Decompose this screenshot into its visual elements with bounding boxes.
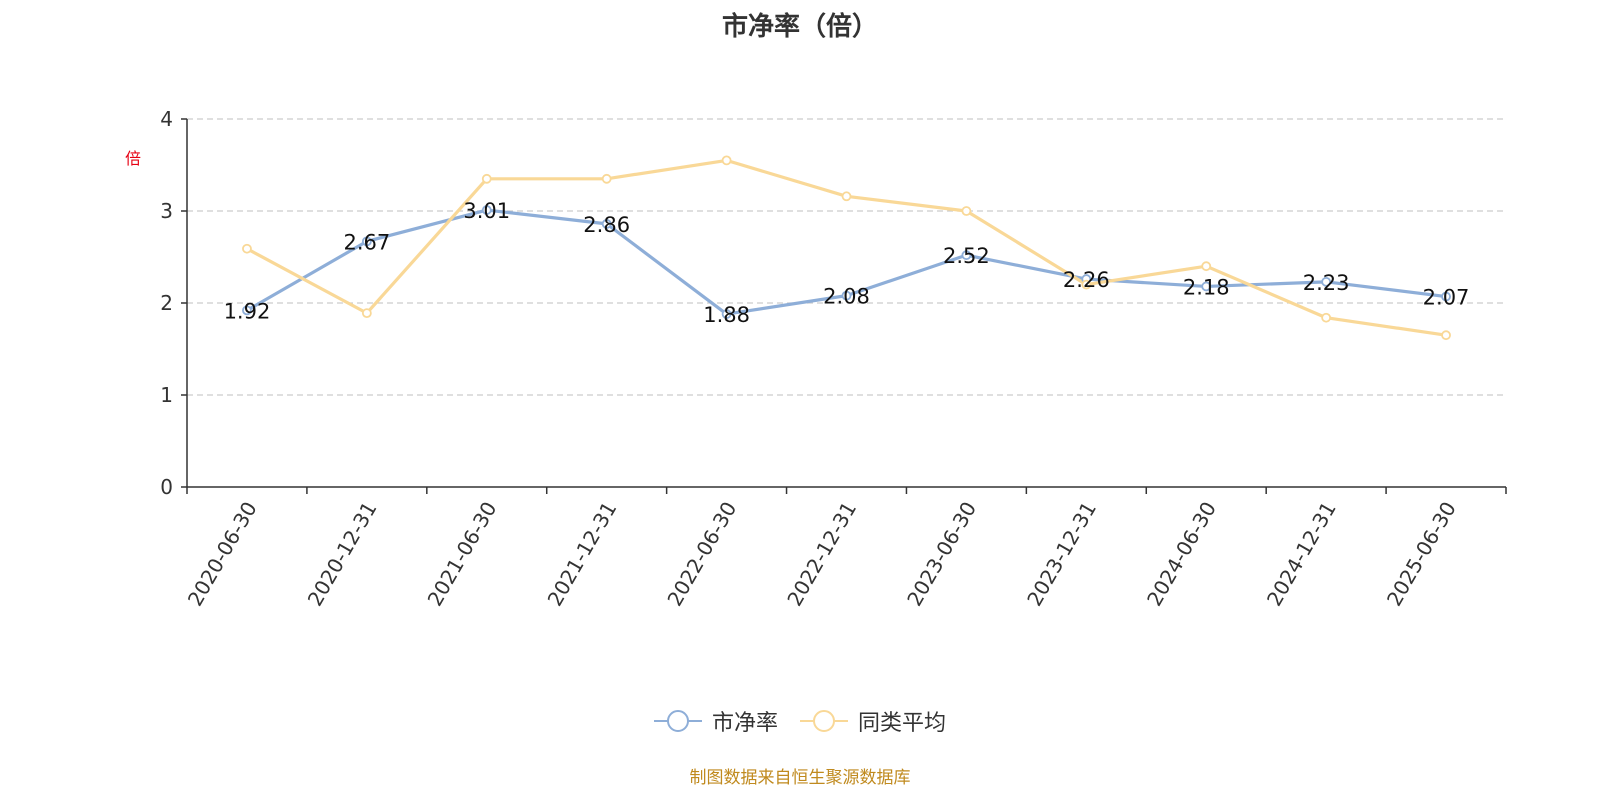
data-point-pb bbox=[1441, 291, 1451, 302]
x-tick-label: 2023-12-31 bbox=[1022, 498, 1101, 611]
data-point-pb bbox=[481, 205, 492, 215]
data-label-pb: 2.18 bbox=[1183, 275, 1230, 299]
data-point-peer-avg bbox=[481, 173, 492, 184]
x-tick-label: 2021-12-31 bbox=[543, 498, 622, 611]
legend-label-peer-avg: 同类平均 bbox=[858, 711, 947, 736]
data-point-pb bbox=[961, 250, 972, 261]
data-point-peer-avg bbox=[242, 243, 252, 254]
x-tick-label: 2020-06-30 bbox=[183, 498, 262, 611]
data-point-pb bbox=[721, 309, 732, 319]
data-point-peer-avg bbox=[721, 155, 732, 166]
x-tick-label: 2025-06-30 bbox=[1382, 498, 1461, 611]
x-tick-label: 2022-06-30 bbox=[662, 498, 741, 611]
y-tick-label: 3 bbox=[160, 199, 173, 223]
data-point-pb bbox=[1321, 276, 1332, 287]
data-label-pb: 3.01 bbox=[463, 199, 510, 223]
data-label-pb: 2.67 bbox=[343, 230, 390, 254]
series-line-peer-avg bbox=[246, 158, 1447, 337]
data-label-pb: 2.26 bbox=[1063, 268, 1110, 292]
x-tick-label: 2022-12-31 bbox=[782, 498, 861, 611]
x-tick-label: 2023-06-30 bbox=[902, 498, 981, 611]
data-point-peer-avg bbox=[1441, 330, 1451, 341]
data-point-pb bbox=[1201, 281, 1212, 292]
data-point-pb bbox=[242, 305, 252, 316]
data-point-pb bbox=[601, 218, 612, 229]
data-label-pb: 1.92 bbox=[224, 299, 271, 323]
data-point-peer-avg bbox=[361, 308, 372, 319]
data-label-pb: 2.86 bbox=[583, 213, 630, 237]
data-point-peer-avg bbox=[1081, 279, 1092, 290]
legend: 市净率 同类平均 bbox=[0, 705, 1600, 737]
y-tick-label: 0 bbox=[160, 475, 173, 499]
data-label-pb: 2.08 bbox=[823, 285, 870, 309]
data-source-note: 制图数据来自恒生聚源数据库 bbox=[689, 768, 911, 788]
data-point-peer-avg bbox=[1321, 312, 1332, 323]
legend-swatch-peer-avg bbox=[800, 709, 848, 733]
data-point-peer-avg bbox=[1201, 261, 1212, 272]
legend-label-pb: 市净率 bbox=[711, 711, 778, 736]
legend-item-peer-avg[interactable]: 同类平均 bbox=[800, 705, 946, 737]
y-tick-label: 4 bbox=[160, 107, 173, 131]
data-label-pb: 2.07 bbox=[1423, 286, 1470, 310]
legend-swatch-pb bbox=[653, 709, 702, 733]
data-point-peer-avg bbox=[601, 173, 612, 184]
x-tick-label: 2020-12-31 bbox=[303, 498, 382, 611]
x-tick-label: 2024-12-31 bbox=[1262, 498, 1341, 611]
y-axis-unit-label: 倍 bbox=[122, 150, 141, 166]
line-chart: 0 1 2 3 4 2020-06-30 2020-12-31 2021-06-30 2021-… bbox=[160, 107, 1507, 611]
chart-title: 市净率（倍） bbox=[721, 12, 878, 42]
legend-item-pb[interactable]: 市净率 bbox=[653, 705, 778, 737]
y-tick-label: 1 bbox=[160, 383, 173, 407]
x-tick-label: 2024-06-30 bbox=[1142, 498, 1221, 611]
data-point-peer-avg bbox=[841, 191, 852, 202]
data-point-peer-avg bbox=[961, 206, 972, 216]
data-point-pb bbox=[361, 236, 372, 247]
data-label-pb: 2.23 bbox=[1303, 271, 1350, 295]
x-tick-label: 2021-06-30 bbox=[423, 497, 502, 610]
data-label-pb: 2.52 bbox=[943, 244, 990, 268]
y-tick-label: 2 bbox=[160, 291, 173, 315]
data-label-pb: 1.88 bbox=[703, 303, 750, 327]
data-point-pb bbox=[841, 290, 852, 301]
